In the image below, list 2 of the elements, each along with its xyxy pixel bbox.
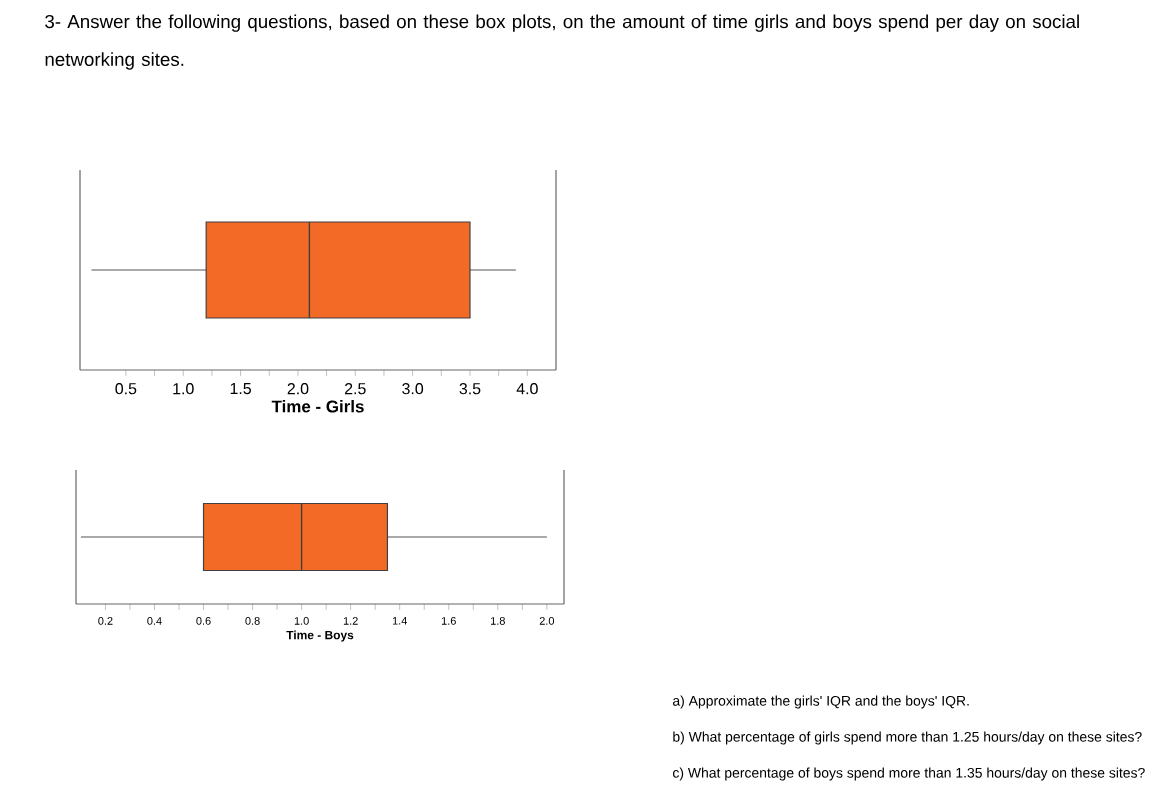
x-axis-title: Time - Girls	[271, 400, 364, 413]
chart-title: 3- Answer the following questions, based on these box plots, on the amount of time girls and boys spend per day on social networking sites.	[45, 14, 1079, 70]
